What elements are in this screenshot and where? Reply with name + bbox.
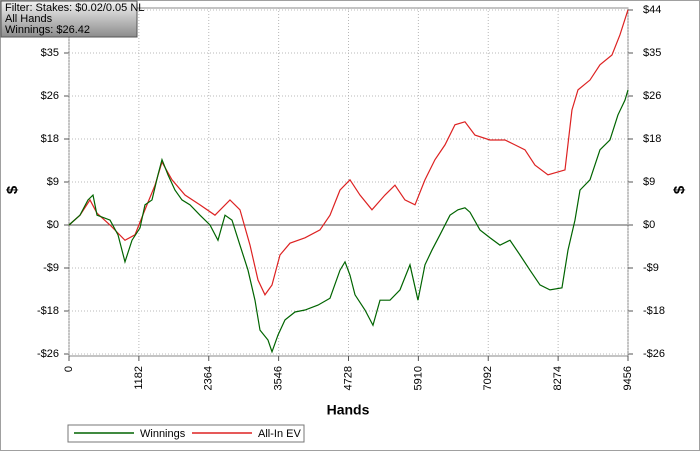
x-tick-label: 7092 bbox=[482, 366, 494, 390]
info-line: Filter: Stakes: $0.02/0.05 NL bbox=[5, 2, 144, 14]
series-line bbox=[68, 89, 629, 354]
y-axis-title: $ bbox=[4, 185, 21, 194]
x-tick-label: 4728 bbox=[342, 366, 354, 390]
x-tick-label: 1182 bbox=[133, 366, 145, 390]
y-tick-label: -$18 bbox=[37, 305, 59, 317]
y-tick-label: $0 bbox=[47, 219, 59, 231]
y2-tick-label: $35 bbox=[643, 47, 661, 59]
y-tick-label: -$26 bbox=[37, 348, 59, 360]
y-tick-label: $35 bbox=[41, 47, 59, 59]
legend bbox=[67, 424, 305, 443]
y2-tick-label: $26 bbox=[643, 90, 661, 102]
y2-tick-label: -$9 bbox=[643, 262, 659, 274]
y2-tick-label: $0 bbox=[643, 219, 655, 231]
y2-tick-label: $44 bbox=[643, 4, 661, 16]
y2-tick-label: $18 bbox=[643, 133, 661, 145]
info-line: Winnings: $26.42 bbox=[5, 24, 90, 36]
x-tick-label: 5910 bbox=[412, 366, 424, 390]
y2-tick-label: -$26 bbox=[643, 348, 665, 360]
x-tick-label: 3546 bbox=[273, 366, 285, 390]
legend-label: All-In EV bbox=[258, 428, 301, 440]
x-tick-label: 2364 bbox=[203, 366, 215, 390]
y2-tick-label: -$18 bbox=[643, 305, 665, 317]
x-tick-label: 9456 bbox=[622, 366, 634, 390]
x-axis-title: Hands bbox=[327, 402, 370, 418]
y-tick-label: $26 bbox=[41, 90, 59, 102]
y2-axis-title: $ bbox=[671, 185, 688, 194]
y-tick-label: $9 bbox=[47, 176, 59, 188]
legend-label: Winnings bbox=[140, 428, 186, 440]
info-box bbox=[0, 0, 138, 38]
plot-area: -$26 -$18 -$9 $0 $9 $18 $26 $35 $44 -$26 -$18 -$9 $0… bbox=[37, 4, 665, 391]
x-tick-label: 0 bbox=[63, 366, 75, 372]
y2-tick-label: $9 bbox=[643, 176, 655, 188]
y-tick-label: -$9 bbox=[43, 262, 59, 274]
info-line: All Hands bbox=[5, 13, 53, 25]
x-tick-label: 8274 bbox=[552, 366, 564, 390]
y-tick-label: $18 bbox=[41, 133, 59, 145]
